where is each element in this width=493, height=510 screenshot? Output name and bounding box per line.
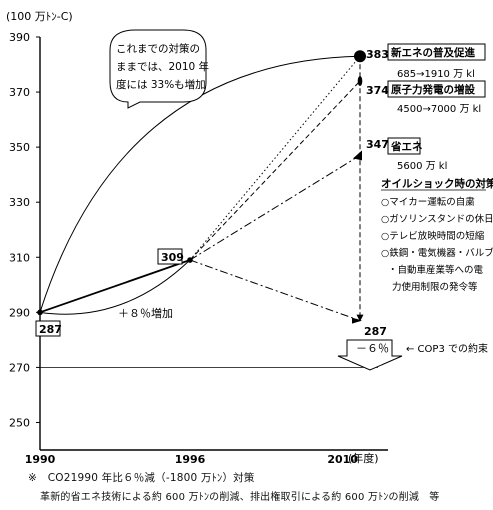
callout-line-2: ままでは、2010 年 bbox=[116, 60, 209, 73]
increase-label: ＋８％増加 bbox=[118, 307, 173, 320]
point-label-end-4: 287 bbox=[364, 325, 387, 338]
oil-title: オイルショック時の対策 bbox=[381, 177, 493, 190]
y-tick-label: 370 bbox=[9, 86, 30, 99]
box-nuclear bbox=[387, 80, 486, 98]
y-axis-label: (100 万ﾄﾝ-C) bbox=[6, 10, 73, 23]
marker-end-renewable bbox=[354, 50, 366, 63]
oil-item-2: ○ガソリンスタンドの休日閉店 bbox=[381, 213, 493, 225]
oil-item-6: 力使用制限の発令等 bbox=[392, 281, 478, 293]
series-line-5 bbox=[189, 80, 361, 261]
x-ticks: 1990 1996 2010 bbox=[25, 453, 359, 466]
reduction-arrow bbox=[337, 339, 403, 371]
y-tick-label: 390 bbox=[9, 31, 30, 44]
y-tick-label: 270 bbox=[9, 361, 30, 374]
val-nuclear: 4500→7000 万 kl bbox=[397, 104, 481, 115]
oil-item-1: ○マイカー運転の自粛 bbox=[381, 196, 475, 208]
oil-item-4: ○鉄鋼・電気機器・バルブ bbox=[381, 247, 493, 259]
x-tick-label: 2010 bbox=[327, 453, 358, 466]
callout-bubble bbox=[109, 29, 207, 109]
point-label-end-3: 347 bbox=[366, 138, 389, 151]
label-box-mid bbox=[157, 248, 183, 265]
series-line-6 bbox=[189, 154, 361, 261]
marker-mid bbox=[187, 257, 193, 263]
callout-line-1: これまでの対策の bbox=[116, 42, 200, 55]
y-tick-label: 350 bbox=[9, 141, 30, 154]
point-label-start: 287 bbox=[39, 323, 62, 336]
box-renewable bbox=[387, 43, 486, 61]
val-renewable: 685→1910 万 kl bbox=[397, 69, 475, 80]
series-line-7 bbox=[189, 259, 361, 322]
x-axis-label: (年度) bbox=[348, 451, 379, 465]
point-label-mid: 309 bbox=[161, 251, 184, 264]
cop3-label: ← COP3 での約束 bbox=[406, 342, 488, 355]
x-tick-label: 1990 bbox=[25, 453, 56, 466]
oil-item-3: ○テレビ放映時間の短縮 bbox=[381, 230, 484, 242]
box-nuclear-label: 原子力発電の増設 bbox=[391, 83, 475, 96]
y-tick-label: 330 bbox=[9, 196, 30, 209]
oil-item-5: ・自動車産業等への電 bbox=[388, 264, 484, 276]
series-line-2 bbox=[39, 259, 191, 314]
footnote-line-2: 革新的省エネ技術による約 600 万ﾄﾝの削減、排出権取引による約 600 万ﾄ… bbox=[40, 492, 440, 503]
point-label-end-1: 383 bbox=[366, 48, 389, 61]
series-group bbox=[39, 55, 364, 322]
y-tick-label: 250 bbox=[9, 416, 30, 429]
reduction-label: －６％ bbox=[356, 342, 389, 355]
series-line-1 bbox=[39, 55, 361, 313]
marker-end-saving bbox=[353, 150, 362, 161]
point-label-end-2: 374 bbox=[366, 84, 389, 97]
y-tick-label: 310 bbox=[9, 251, 30, 264]
callout-line-3: 度には 33%も増加 bbox=[116, 78, 206, 91]
marker-start bbox=[37, 309, 43, 316]
x-tick-label: 1996 bbox=[175, 453, 206, 466]
val-saving: 5600 万 kl bbox=[397, 161, 447, 172]
box-saving-label: 省エネ bbox=[390, 140, 423, 153]
box-saving bbox=[387, 137, 421, 155]
series-line-4 bbox=[189, 55, 361, 261]
label-box-start bbox=[35, 320, 61, 337]
y-ticks: 250 270 290 310 330 350 370 390 bbox=[9, 31, 40, 429]
y-tick-label: 290 bbox=[9, 306, 30, 319]
footnote-line-1: ※ CO21990 年比６％減（-1800 万ﾄﾝ）対策 bbox=[28, 472, 255, 484]
box-renewable-label: 新エネの普及促進 bbox=[391, 46, 475, 59]
series-line-3 bbox=[39, 259, 191, 315]
marker-end-oil bbox=[352, 317, 362, 324]
marker-end-nuclear bbox=[357, 76, 363, 87]
